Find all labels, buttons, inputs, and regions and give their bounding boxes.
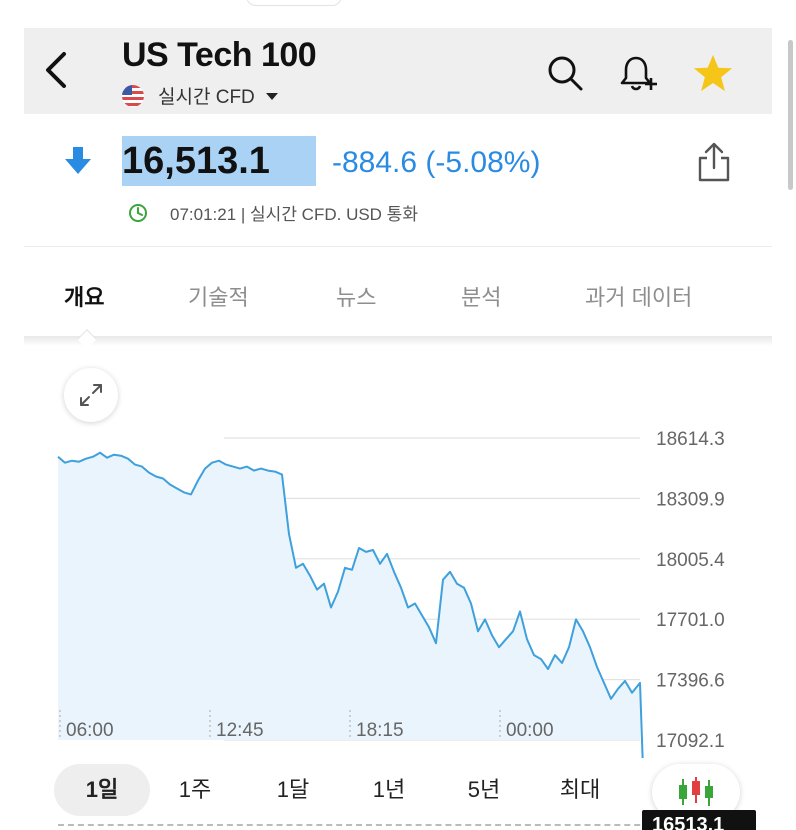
period-1-day[interactable]: 1일 <box>54 764 150 816</box>
favorite-star-icon <box>693 54 733 92</box>
share-button[interactable] <box>696 142 732 189</box>
search-icon <box>548 56 583 91</box>
tabs-shadow <box>24 336 772 346</box>
y-tick-label: 17396.6 <box>656 671 725 692</box>
quote-meta: 07:01:21 | 실시간 CFD. USD 통화 <box>128 200 418 225</box>
price-row: 16,513.1 -884.6 (-5.08%) <box>24 136 772 194</box>
x-tick-label: 12:45 <box>216 720 264 741</box>
back-arrow-icon <box>46 52 66 88</box>
tab-technical[interactable]: 기술적 <box>188 285 249 310</box>
expand-icon <box>80 384 102 406</box>
last-price-line <box>58 824 670 826</box>
caret-down-icon <box>265 92 278 100</box>
y-tick-label: 18614.3 <box>656 429 725 450</box>
status-pill <box>246 0 342 6</box>
add-alert-bell-icon <box>620 56 657 91</box>
scrollbar-thumb[interactable] <box>788 40 793 190</box>
quote-meta-text: 07:01:21 | 실시간 CFD. USD 통화 <box>170 205 418 224</box>
x-tick-label: 00:00 <box>506 720 554 741</box>
price-chart[interactable]: 18614.3 18309.9 18005.4 17701.0 17396.6 17092… <box>24 358 772 830</box>
x-tick-label: 18:15 <box>356 720 404 741</box>
tab-historical-data[interactable]: 과거 데이터 <box>585 285 693 310</box>
y-tick-label: 18005.4 <box>656 550 725 571</box>
instrument-card: US Tech 100 실시간 CFD <box>24 28 772 830</box>
period-1-year[interactable]: 1년 <box>372 777 406 802</box>
y-tick-label: 18309.9 <box>656 489 725 510</box>
price-line <box>57 451 647 830</box>
search-button[interactable] <box>544 52 586 94</box>
divider <box>24 246 772 247</box>
price-area-fill <box>58 452 640 740</box>
tab-news[interactable]: 뉴스 <box>336 285 377 310</box>
price-chart-svg: 18614.3 18309.9 18005.4 17701.0 17396.6 17092… <box>57 429 725 830</box>
y-tick-label: 17092.1 <box>656 731 725 752</box>
tab-analysis[interactable]: 분석 <box>461 285 502 310</box>
share-icon <box>698 142 730 182</box>
last-price-tag: 16513.1 <box>642 810 756 830</box>
section-tabs: 개요 기술적 뉴스 분석 과거 데이터 <box>24 270 772 320</box>
down-arrow-icon <box>65 147 91 174</box>
market-type-selector[interactable]: 실시간 CFD <box>122 82 279 109</box>
back-button[interactable] <box>38 50 74 90</box>
y-tick-label: 17701.0 <box>656 610 725 631</box>
favorite-button[interactable] <box>692 52 734 94</box>
period-max[interactable]: 최대 <box>559 777 601 802</box>
period-1-week[interactable]: 1주 <box>178 777 212 802</box>
period-1-month[interactable]: 1달 <box>276 777 310 802</box>
instrument-title: US Tech 100 <box>122 36 317 74</box>
add-alert-button[interactable] <box>618 52 660 94</box>
tab-overview[interactable]: 개요 <box>64 285 105 310</box>
last-price: 16,513.1 <box>122 136 316 186</box>
candlestick-icon <box>679 777 713 806</box>
app-header: US Tech 100 실시간 CFD <box>24 28 772 114</box>
clock-icon <box>129 203 147 222</box>
x-tick-label: 06:00 <box>66 720 114 741</box>
period-5-years[interactable]: 5년 <box>467 777 501 802</box>
us-flag-icon <box>122 84 144 107</box>
expand-chart-button[interactable] <box>64 368 118 422</box>
price-change: -884.6 (-5.08%) <box>332 146 541 179</box>
page-scrollbar[interactable] <box>786 0 796 830</box>
market-type-label: 실시간 CFD <box>158 87 255 108</box>
